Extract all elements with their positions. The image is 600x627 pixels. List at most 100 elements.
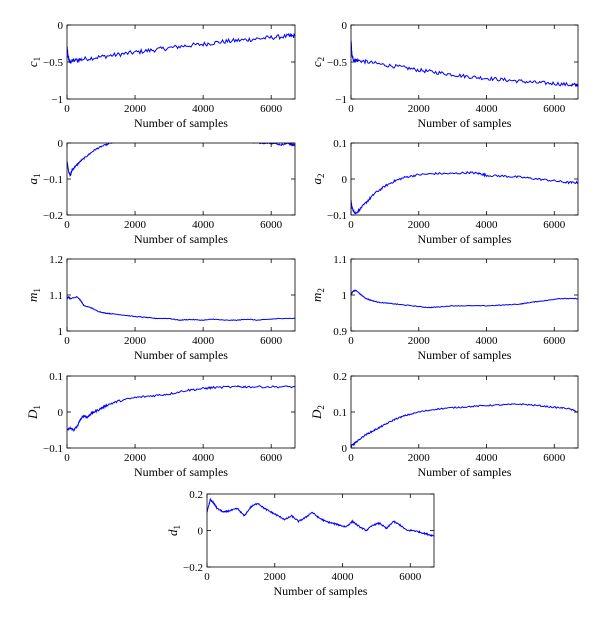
y-tick-label: 0.1 bbox=[333, 138, 347, 150]
x-tick-label: 4000 bbox=[192, 335, 215, 347]
x-tick-label: 4000 bbox=[476, 103, 499, 115]
axes-frame bbox=[66, 142, 296, 216]
y-tick-label: −0.5 bbox=[43, 57, 63, 69]
series-line-m1 bbox=[67, 295, 295, 322]
y-tick-label: 0 bbox=[342, 20, 348, 32]
x-tick-label: 4000 bbox=[192, 452, 215, 464]
x-tick-label: 2000 bbox=[124, 219, 147, 231]
x-tick-label: 2000 bbox=[124, 452, 147, 464]
y-tick-label: 0.1 bbox=[49, 371, 63, 383]
y-tick-label: 0 bbox=[342, 174, 348, 186]
series-line-D2 bbox=[351, 403, 578, 448]
y-axis-label: D1 bbox=[25, 405, 42, 420]
series-line-a2 bbox=[351, 170, 578, 215]
x-tick-label: 6000 bbox=[543, 335, 566, 347]
x-tick-label: 4000 bbox=[332, 571, 355, 583]
x-tick-label: 6000 bbox=[543, 452, 566, 464]
x-tick-label: 6000 bbox=[543, 219, 566, 231]
x-axis-label: Number of samples bbox=[418, 465, 512, 479]
x-tick-label: 0 bbox=[348, 452, 354, 464]
subplot-m1: 0 2000 4000 6000 1 1.1 1.2 Number of samples m1 bbox=[25, 254, 296, 362]
series-line-c2 bbox=[351, 40, 578, 88]
x-tick-label: 2000 bbox=[264, 571, 287, 583]
x-tick-label: 4000 bbox=[476, 452, 499, 464]
y-axis-label: a2 bbox=[309, 174, 326, 185]
y-tick-label: 0.2 bbox=[333, 371, 347, 383]
y-tick-label: 0 bbox=[198, 526, 204, 538]
series-line-c1 bbox=[67, 32, 295, 64]
x-tick-label: 6000 bbox=[543, 103, 566, 115]
y-axis-label: D2 bbox=[309, 405, 326, 420]
x-tick-label: 0 bbox=[64, 103, 70, 115]
x-tick-label: 2000 bbox=[408, 219, 431, 231]
x-tick-label: 6000 bbox=[399, 571, 422, 583]
x-tick-label: 2000 bbox=[408, 452, 431, 464]
y-tick-label: −1 bbox=[335, 94, 347, 106]
series-line-D1 bbox=[67, 384, 295, 432]
x-axis-label: Number of samples bbox=[134, 232, 228, 246]
x-tick-label: 6000 bbox=[260, 219, 283, 231]
y-tick-label: 0 bbox=[58, 407, 64, 419]
x-tick-label: 2000 bbox=[408, 103, 431, 115]
x-tick-label: 4000 bbox=[192, 219, 215, 231]
y-axis-label: m1 bbox=[25, 288, 42, 302]
x-tick-label: 4000 bbox=[476, 219, 499, 231]
y-tick-label: −0.5 bbox=[327, 57, 347, 69]
y-axis-label: a1 bbox=[25, 174, 42, 185]
y-axis-label: m2 bbox=[309, 288, 326, 302]
series-line-d1 bbox=[207, 497, 434, 538]
x-tick-label: 0 bbox=[64, 219, 70, 231]
x-tick-label: 0 bbox=[64, 452, 70, 464]
x-tick-label: 4000 bbox=[476, 335, 499, 347]
subplot-m2: 0 2000 4000 6000 0.9 1 1.1 Number of samples m2 bbox=[309, 254, 579, 362]
axes-frame bbox=[66, 24, 296, 100]
subplot-D2: 0 2000 4000 6000 0 0.1 0.2 Number of samples D2 bbox=[309, 371, 579, 479]
y-tick-label: 1.1 bbox=[333, 254, 347, 266]
x-tick-label: 4000 bbox=[192, 103, 215, 115]
y-tick-label: −0.2 bbox=[43, 210, 63, 222]
axes-frame bbox=[206, 493, 435, 568]
y-tick-label: 0 bbox=[58, 138, 64, 150]
y-tick-label: 1 bbox=[58, 326, 64, 338]
x-tick-label: 6000 bbox=[260, 335, 283, 347]
y-axis-label: c1 bbox=[25, 57, 42, 67]
x-axis-label: Number of samples bbox=[274, 584, 368, 598]
x-axis-label: Number of samples bbox=[418, 348, 512, 362]
y-tick-label: 0 bbox=[342, 443, 348, 455]
y-axis-label: c2 bbox=[309, 57, 326, 67]
y-tick-label: 0.9 bbox=[333, 326, 347, 338]
y-tick-label: 1.1 bbox=[49, 290, 63, 302]
series-line-m2 bbox=[351, 289, 578, 309]
y-tick-label: 0.2 bbox=[189, 489, 203, 501]
y-tick-label: 0 bbox=[58, 20, 64, 32]
x-tick-label: 6000 bbox=[260, 452, 283, 464]
x-tick-label: 0 bbox=[64, 335, 70, 347]
x-tick-label: 2000 bbox=[124, 103, 147, 115]
y-tick-label: −0.1 bbox=[43, 174, 63, 186]
subplot-c2: 0 2000 4000 6000 −1 −0.5 0 Number of samples c2 bbox=[309, 20, 579, 130]
x-tick-label: 2000 bbox=[124, 335, 147, 347]
y-tick-label: −0.2 bbox=[183, 562, 203, 574]
x-tick-label: 0 bbox=[348, 103, 354, 115]
x-tick-label: 0 bbox=[348, 219, 354, 231]
x-axis-label: Number of samples bbox=[134, 348, 228, 362]
x-tick-label: 6000 bbox=[260, 103, 283, 115]
y-axis-label: d1 bbox=[165, 525, 182, 536]
x-axis-label: Number of samples bbox=[134, 116, 228, 130]
y-tick-label: 1 bbox=[342, 290, 348, 302]
y-tick-label: −0.1 bbox=[43, 443, 63, 455]
x-tick-label: 0 bbox=[348, 335, 354, 347]
x-axis-label: Number of samples bbox=[418, 232, 512, 246]
axes-frame bbox=[350, 375, 579, 449]
y-tick-label: 1.2 bbox=[49, 254, 63, 266]
x-axis-label: Number of samples bbox=[134, 465, 228, 479]
x-tick-label: 2000 bbox=[408, 335, 431, 347]
subplot-c1: 0 2000 4000 6000 −1 −0.5 0 Number of samples c1 bbox=[25, 20, 296, 130]
y-tick-label: −0.1 bbox=[327, 210, 347, 222]
axes-frame bbox=[350, 24, 579, 100]
